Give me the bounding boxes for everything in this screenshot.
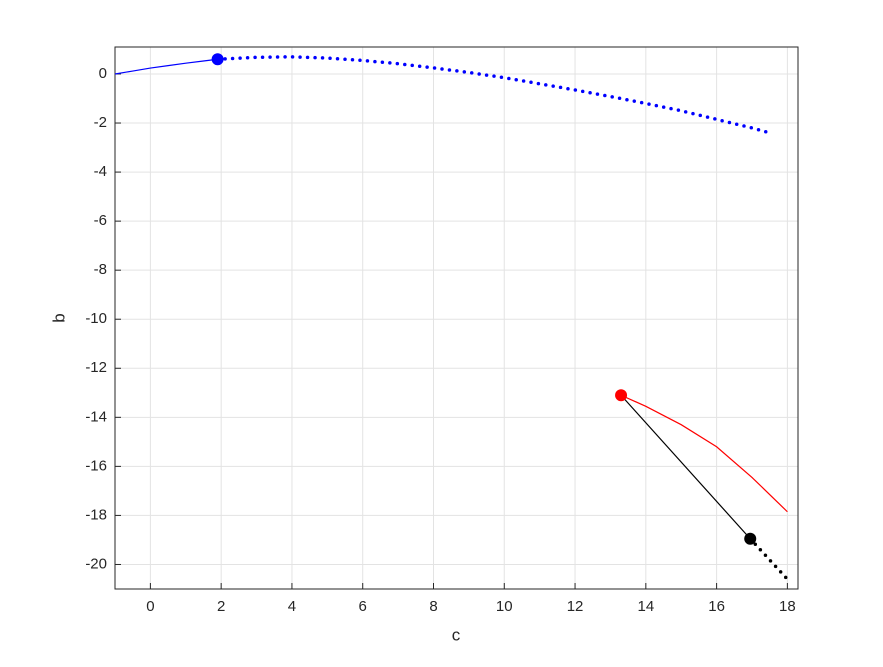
- x-tick-label: 4: [288, 598, 296, 615]
- x-tick-label: 6: [359, 598, 367, 615]
- y-tick-label: -18: [85, 506, 107, 523]
- x-tick-label: 16: [708, 598, 725, 615]
- y-tick-label: 0: [99, 65, 107, 82]
- y-tick-label: -16: [85, 457, 107, 474]
- marker: [744, 532, 757, 545]
- y-tick-label: -20: [85, 555, 107, 572]
- x-tick-label: 10: [496, 598, 513, 615]
- marker: [615, 389, 628, 402]
- y-axis-label: b: [49, 313, 68, 322]
- data-line: [748, 536, 790, 581]
- x-axis-label: c: [452, 625, 461, 644]
- y-tick-label: -12: [85, 359, 107, 376]
- x-tick-label: 2: [217, 598, 225, 615]
- data-line: [620, 394, 751, 540]
- marker: [211, 53, 224, 66]
- y-tick-label: -14: [85, 408, 107, 425]
- axes-box: [114, 46, 799, 590]
- data-line: [620, 394, 788, 513]
- y-tick-label: -10: [85, 310, 107, 327]
- y-tick-label: -4: [94, 163, 107, 180]
- data-line: [114, 58, 218, 75]
- data-line: [215, 55, 772, 135]
- y-tick-label: -8: [94, 261, 107, 278]
- x-tick-label: 8: [429, 598, 437, 615]
- x-tick-label: 18: [779, 598, 796, 615]
- x-tick-label: 0: [146, 598, 154, 615]
- y-tick-label: -2: [94, 114, 107, 131]
- y-tick-label: -6: [94, 212, 107, 229]
- x-tick-label: 14: [637, 598, 654, 615]
- x-tick-label: 12: [567, 598, 584, 615]
